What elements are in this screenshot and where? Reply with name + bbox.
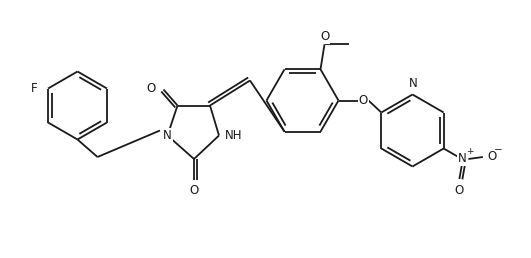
Text: O: O	[488, 150, 497, 164]
Text: O: O	[358, 94, 368, 107]
Text: O: O	[320, 30, 329, 43]
Text: NH: NH	[225, 129, 243, 142]
Text: −: −	[493, 146, 502, 156]
Text: O: O	[190, 184, 199, 197]
Text: N: N	[163, 129, 172, 142]
Text: O: O	[455, 184, 464, 197]
Text: N: N	[458, 152, 466, 165]
Text: O: O	[147, 82, 156, 94]
Text: F: F	[30, 82, 37, 95]
Text: N: N	[409, 77, 418, 90]
Text: +: +	[466, 148, 474, 157]
